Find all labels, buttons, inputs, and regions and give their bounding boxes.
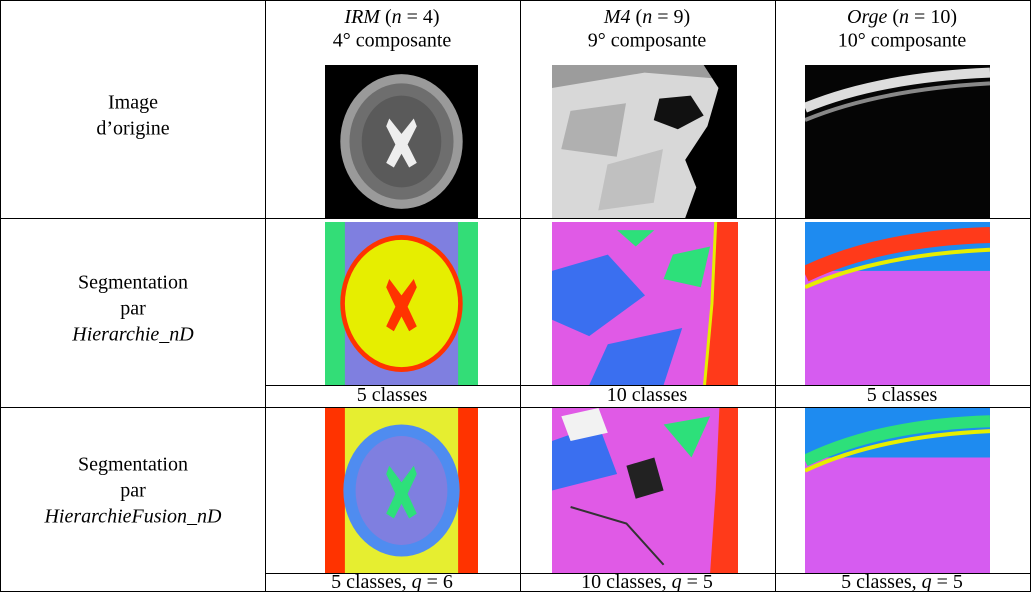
column-title: M4 (n = 9) <box>603 6 690 28</box>
column-subtitle: 10° composante <box>838 30 967 52</box>
column-title-part: n <box>899 6 909 28</box>
column-title-part: ( <box>380 6 392 28</box>
column-subtitle: 9° composante <box>588 30 707 52</box>
cell-image <box>552 65 737 218</box>
caption: 10 classes, q = 5 <box>581 571 713 592</box>
column-title-part: = 9) <box>652 6 690 28</box>
cell-image <box>325 408 478 573</box>
column-title-part: M4 <box>603 6 631 28</box>
image-region <box>663 246 711 288</box>
image-region <box>589 327 683 385</box>
column-title-part: n <box>642 6 652 28</box>
image-region <box>703 222 718 385</box>
image-region <box>617 230 655 247</box>
image-region <box>805 81 990 122</box>
caption: 5 classes, q = 6 <box>331 571 453 592</box>
caption-part: = 6 <box>422 571 453 592</box>
column-title: IRM (n = 4) <box>343 6 439 28</box>
row-label: Hierarchie_nD <box>71 324 194 346</box>
image-region <box>805 65 990 218</box>
image-region <box>663 416 711 458</box>
caption-part: = 5 <box>932 571 963 592</box>
image-region <box>386 279 417 332</box>
image-region <box>805 67 990 113</box>
column-title-part: IRM <box>343 6 381 28</box>
image-region <box>561 103 626 157</box>
row-label: Image <box>108 92 158 114</box>
image-region <box>458 408 478 573</box>
column-subtitle: 4° composante <box>333 30 452 52</box>
image-region <box>598 149 663 211</box>
cell-image <box>805 222 990 385</box>
image-region <box>710 408 738 573</box>
image-region <box>552 65 737 88</box>
column-title-part: ( <box>631 6 643 28</box>
cell-image <box>552 222 738 385</box>
caption: 5 classes <box>867 384 938 406</box>
cell-image <box>552 408 738 573</box>
image-region <box>626 457 664 499</box>
column-title-part: Orge <box>847 6 887 28</box>
image-region <box>805 227 990 282</box>
image-region <box>805 429 990 473</box>
row-label: Segmentation <box>78 454 188 476</box>
cell-image <box>325 65 478 218</box>
image-region <box>325 408 345 573</box>
image-region <box>805 247 990 290</box>
image-region <box>386 465 417 519</box>
column-title-part: = 4) <box>402 6 440 28</box>
caption-part: 10 classes <box>607 384 688 406</box>
column-title-part: n <box>392 6 402 28</box>
caption: 10 classes <box>607 384 688 406</box>
image-region <box>653 95 704 130</box>
caption-part: 10 classes, <box>581 571 672 592</box>
cell-image <box>805 65 990 218</box>
caption-part: 5 classes <box>867 384 938 406</box>
column-title-part: ( <box>887 6 899 28</box>
image-region <box>325 222 345 385</box>
column-title: Orge (n = 10) <box>847 6 957 28</box>
image-region <box>552 424 618 491</box>
image-region <box>561 408 608 441</box>
image-region <box>386 118 417 168</box>
cell-image <box>805 408 990 573</box>
row-label: Segmentation <box>78 272 188 294</box>
image-region <box>552 254 645 337</box>
caption-part: = 5 <box>682 571 713 592</box>
row-label: d’origine <box>96 118 169 140</box>
caption: 5 classes, q = 5 <box>841 571 963 592</box>
image-region <box>805 415 990 467</box>
caption-part: q <box>922 571 932 592</box>
row-label: HierarchieFusion_nD <box>43 506 222 528</box>
caption-part: 5 classes, <box>331 571 412 592</box>
row-label: par <box>120 298 146 320</box>
row-label: par <box>120 480 146 502</box>
image-region <box>685 65 737 218</box>
image-region <box>704 222 738 385</box>
caption: 5 classes <box>357 384 428 406</box>
image-region <box>458 222 478 385</box>
image-region <box>570 506 665 566</box>
caption-part: 5 classes <box>357 384 428 406</box>
column-title-part: = 10) <box>909 6 957 28</box>
caption-part: q <box>672 571 682 592</box>
cell-image <box>325 222 478 385</box>
caption-part: 5 classes, <box>841 571 922 592</box>
caption-part: q <box>412 571 422 592</box>
